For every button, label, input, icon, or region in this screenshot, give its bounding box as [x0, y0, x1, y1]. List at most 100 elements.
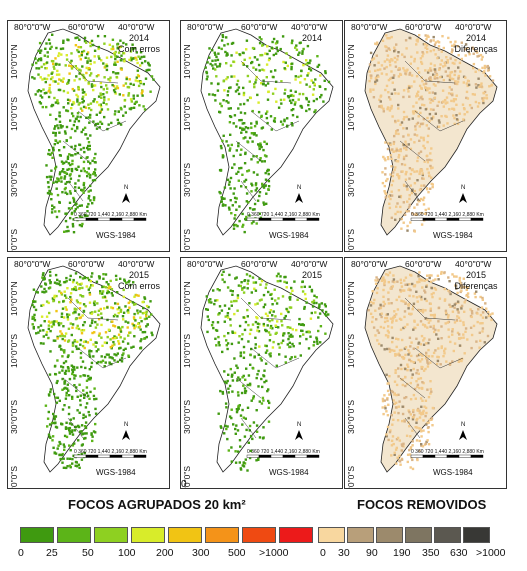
latitude-label: 30°0"0"S	[9, 399, 19, 434]
panel-title: 2015 Com erros	[110, 270, 168, 292]
longitude-label: 60°0"0"W	[68, 22, 105, 32]
datum-label: WGS-1984	[96, 231, 136, 240]
latitude-label: 50°0"0"S	[182, 228, 192, 252]
panel-year: 2015	[128, 270, 150, 280]
country-border	[67, 297, 119, 321]
map-panel-2015-diff: 80°0"0"W 60°0"0"W 40°0"0"W 10°0"0"N 10°0"0"S…	[344, 257, 507, 489]
north-arrow-icon	[295, 193, 303, 203]
latitude-label: 50°0"0"S	[9, 228, 19, 252]
datum-label: WGS-1984	[433, 231, 473, 240]
country-border	[240, 60, 292, 84]
north-arrow-icon	[459, 430, 467, 440]
longitude-label: 40°0"0"W	[455, 259, 492, 269]
legend-tick-label: 200	[156, 547, 174, 559]
map-panel-2014-diff: 80°0"0"W 60°0"0"W 40°0"0"W 10°0"0"N 10°0"0"S…	[344, 20, 507, 252]
legend-tick-label: 0	[18, 547, 24, 559]
scale-bar-labels: 0 360 720 1,440 2,160 2,880 Km	[74, 449, 147, 455]
country-border	[240, 297, 292, 321]
panel-year: 2015	[301, 270, 323, 280]
north-arrow-icon	[122, 430, 130, 440]
continent-map	[27, 265, 161, 473]
legend-title-focos-removidos: FOCOS REMOVIDOS	[357, 497, 487, 512]
latitude-label: 10°0"0"N	[9, 44, 19, 79]
longitude-label: 80°0"0"W	[351, 259, 388, 269]
legend-swatch	[57, 527, 91, 543]
longitude-label: 40°0"0"W	[118, 259, 155, 269]
latitude-label: 30°0"0"S	[182, 162, 192, 197]
country-border	[404, 60, 456, 84]
latitude-label: 50°0"0"S	[346, 228, 356, 252]
scale-bar	[246, 217, 320, 221]
legend-swatch	[94, 527, 128, 543]
legend-tick-label: 0	[320, 547, 326, 559]
datum-label: WGS-1984	[269, 468, 309, 477]
panel-subtitle: Diferenças	[454, 44, 498, 54]
legend-tick-label: 350	[422, 547, 440, 559]
fire-density-layer	[31, 33, 155, 234]
scale-bar	[410, 217, 484, 221]
continent-outline	[364, 265, 498, 473]
longitude-label: 80°0"0"W	[187, 259, 224, 269]
longitude-label: 60°0"0"W	[405, 22, 442, 32]
north-arrow-icon	[459, 193, 467, 203]
panel-year: 2014	[128, 33, 150, 43]
map-panel-2015-errors: 80°0"0"W 60°0"0"W 40°0"0"W 10°0"0"N 10°0"0"S…	[7, 257, 170, 489]
longitude-label: 80°0"0"W	[14, 22, 51, 32]
panel-title: 2015 Diferenças	[447, 270, 505, 292]
north-label: N	[297, 185, 302, 191]
country-border	[399, 377, 426, 399]
legend-tick-label: 300	[192, 547, 210, 559]
scale-bar	[73, 454, 147, 458]
legend-swatch	[205, 527, 239, 543]
country-border	[414, 110, 464, 132]
continent-outline	[200, 265, 334, 473]
legend-swatch	[405, 527, 432, 543]
scale-bar-labels: 0 360 720 1,440 2,160 2,880 Km	[411, 212, 484, 218]
datum-label: WGS-1984	[96, 468, 136, 477]
stray-zero-label: 0	[181, 479, 187, 490]
country-border	[240, 180, 257, 202]
latitude-label: 30°0"0"S	[346, 399, 356, 434]
country-border	[77, 110, 127, 132]
legend-tick-label: >1000	[476, 547, 506, 559]
longitude-label: 60°0"0"W	[405, 259, 442, 269]
country-border	[67, 180, 84, 202]
north-label: N	[297, 422, 302, 428]
map-panel-2014-clean: 80°0"0"W 60°0"0"W 40°0"0"W 10°0"0"N 10°0"0"S…	[180, 20, 343, 252]
continent-map	[200, 28, 334, 236]
legend-swatch	[318, 527, 345, 543]
fire-density-layer	[367, 270, 494, 471]
country-border	[250, 110, 300, 132]
fire-density-layer	[31, 270, 154, 470]
legend-tick-label: 500	[228, 547, 246, 559]
continent-outline	[27, 265, 161, 473]
datum-label: WGS-1984	[269, 231, 309, 240]
legend-tick-label: 100	[118, 547, 136, 559]
legend-tick-label: 50	[82, 547, 94, 559]
scale-bar	[410, 454, 484, 458]
longitude-label: 40°0"0"W	[291, 259, 328, 269]
north-label: N	[124, 422, 129, 428]
country-border	[404, 297, 456, 321]
legend-title-focos-agrupados: FOCOS AGRUPADOS 20 km²	[68, 497, 246, 512]
scale-bar-labels: 0 360 720 1,440 2,160 2,880 Km	[247, 212, 320, 218]
longitude-label: 80°0"0"W	[14, 259, 51, 269]
legend-tick-label: >1000	[259, 547, 289, 559]
datum-label: WGS-1984	[433, 468, 473, 477]
legend-swatch	[131, 527, 165, 543]
country-border	[404, 180, 421, 202]
map-panel-2014-errors: 80°0"0"W 60°0"0"W 40°0"0"W 10°0"0"N 10°0"0"S…	[7, 20, 170, 252]
legend-tick-label: 30	[338, 547, 350, 559]
fire-density-layer	[205, 270, 330, 472]
north-label: N	[124, 185, 129, 191]
legend-swatch	[279, 527, 313, 543]
latitude-label: 10°0"0"N	[346, 281, 356, 316]
latitude-label: 10°0"0"S	[9, 333, 19, 368]
panel-subtitle: Com erros	[117, 281, 160, 291]
legend-tick-label: 90	[366, 547, 378, 559]
latitude-label: 50°0"0"S	[9, 465, 19, 489]
country-border	[240, 417, 257, 439]
longitude-label: 40°0"0"W	[455, 22, 492, 32]
scale-bar	[246, 454, 320, 458]
longitude-label: 60°0"0"W	[241, 259, 278, 269]
